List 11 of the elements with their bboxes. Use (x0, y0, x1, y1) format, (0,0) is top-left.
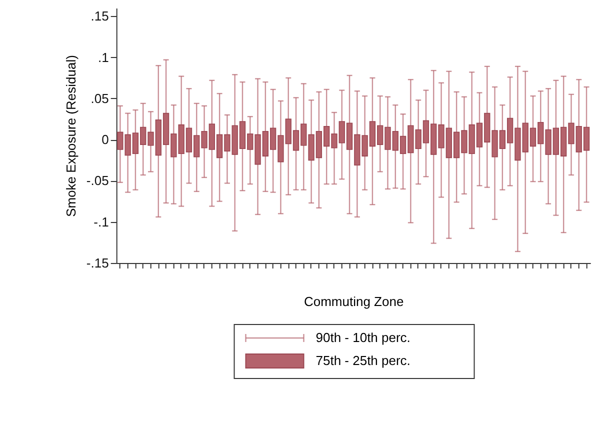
y-axis-title: Smoke Exposure (Residual) (63, 55, 78, 217)
y-tick-label: .1 (98, 50, 109, 65)
legend-label: 75th - 25th perc. (316, 353, 410, 368)
y-tick-label: 0 (102, 132, 109, 148)
y-tick-label: -.05 (86, 173, 109, 188)
x-axis-title: Commuting Zone (304, 294, 404, 310)
text: 90th - 10th perc. (316, 330, 410, 345)
y-tick-label: .05 (90, 90, 109, 106)
y-tick-label: -.15 (86, 256, 109, 270)
y-tick-label: .15 (90, 8, 109, 24)
y-tick-label: -.1 (94, 214, 109, 230)
